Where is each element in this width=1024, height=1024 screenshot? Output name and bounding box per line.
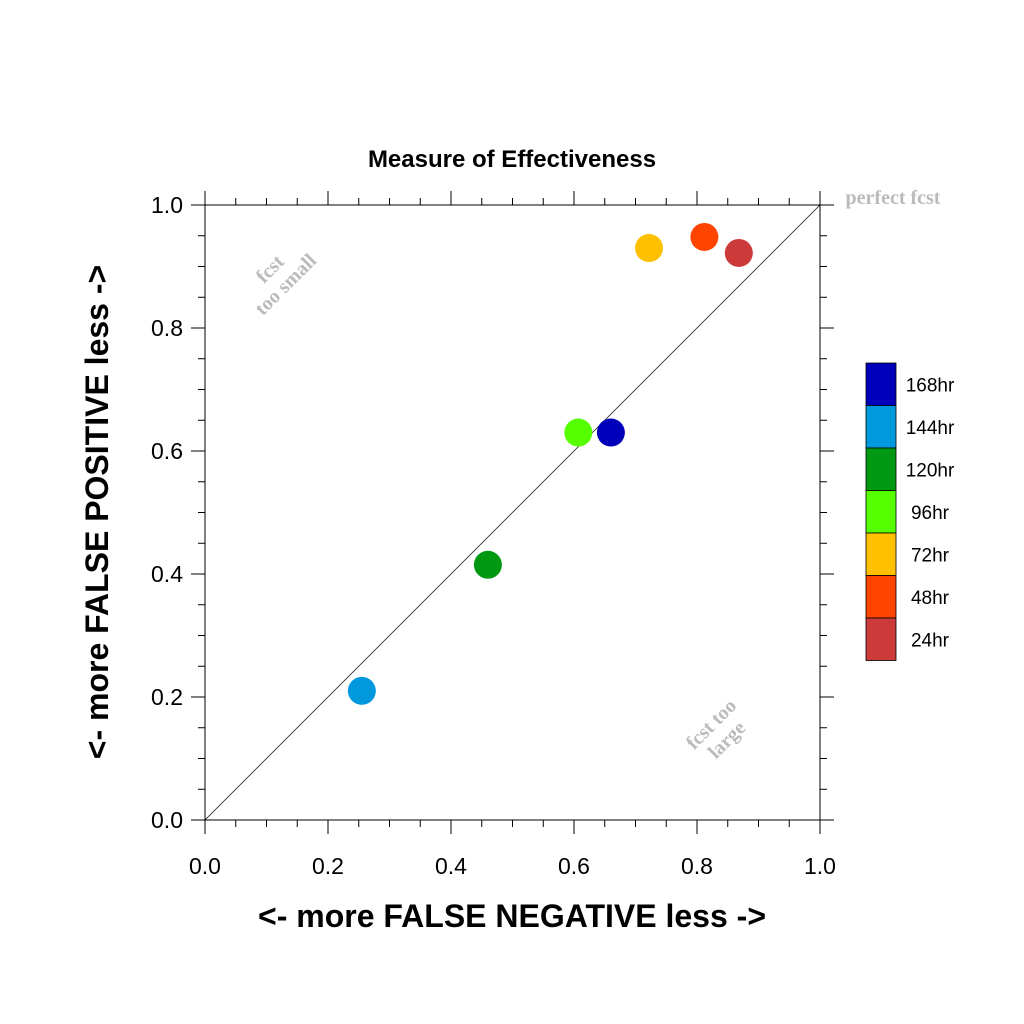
point-120hr (473, 550, 502, 579)
point-96hr (564, 418, 593, 447)
x-tick-label: 0.0 (189, 853, 221, 879)
annotation-perfect-fcst: perfect fcst (846, 187, 941, 209)
x-tick-label: 1.0 (804, 853, 836, 879)
legend-label-48hr: 48hr (911, 588, 950, 609)
data-points (347, 222, 753, 705)
point-144hr (347, 676, 376, 705)
x-tick-label: 0.4 (435, 853, 467, 879)
perfect-forecast-line (204, 204, 821, 821)
legend-label-24hr: 24hr (911, 630, 950, 651)
y-tick-label: 0.4 (151, 561, 183, 587)
legend-label-72hr: 72hr (911, 545, 950, 566)
legend-swatch-48hr (865, 575, 897, 619)
legend-swatch-144hr (865, 405, 897, 449)
major-ticks (191, 191, 834, 834)
point-48hr (690, 222, 719, 251)
legend: 168hr 144hr 120hr 96hr 72hr 48hr 24hr (865, 362, 955, 661)
y-tick-label: 0.8 (151, 315, 183, 341)
x-tick-labels: 0.0 0.2 0.4 0.6 0.8 1.0 (189, 853, 836, 879)
x-tick-label: 0.2 (312, 853, 344, 879)
x-tick-label: 0.8 (681, 853, 713, 879)
y-tick-label: 0.6 (151, 438, 183, 464)
legend-label-120hr: 120hr (906, 460, 955, 481)
legend-swatch-24hr (865, 617, 897, 661)
y-axis-label: <- more FALSE POSITIVE less -> (79, 265, 115, 759)
y-tick-label: 0.2 (151, 684, 183, 710)
x-tick-label: 0.6 (558, 853, 590, 879)
point-72hr (635, 234, 664, 263)
annotation-fcst-too-small: fcst too small (251, 249, 321, 319)
y-tick-labels: 0.0 0.2 0.4 0.6 0.8 1.0 (151, 192, 183, 833)
legend-swatch-96hr (865, 490, 897, 534)
legend-label-144hr: 144hr (906, 418, 955, 439)
legend-swatch-168hr (865, 362, 897, 406)
point-24hr (724, 238, 753, 267)
minor-ticks (198, 198, 827, 827)
legend-label-96hr: 96hr (911, 503, 950, 524)
x-axis-label: <- more FALSE NEGATIVE less -> (258, 898, 766, 934)
y-tick-label: 0.0 (151, 807, 183, 833)
chart-title: Measure of Effectiveness (368, 146, 656, 173)
annotation-fcst-too-large: fcst too large (682, 695, 750, 763)
annotation-too-small-line2: too small (251, 249, 321, 319)
point-168hr (596, 418, 625, 447)
legend-label-168hr: 168hr (906, 375, 955, 396)
y-tick-label: 1.0 (151, 192, 183, 218)
legend-swatch-72hr (865, 532, 897, 576)
legend-swatch-120hr (865, 447, 897, 491)
